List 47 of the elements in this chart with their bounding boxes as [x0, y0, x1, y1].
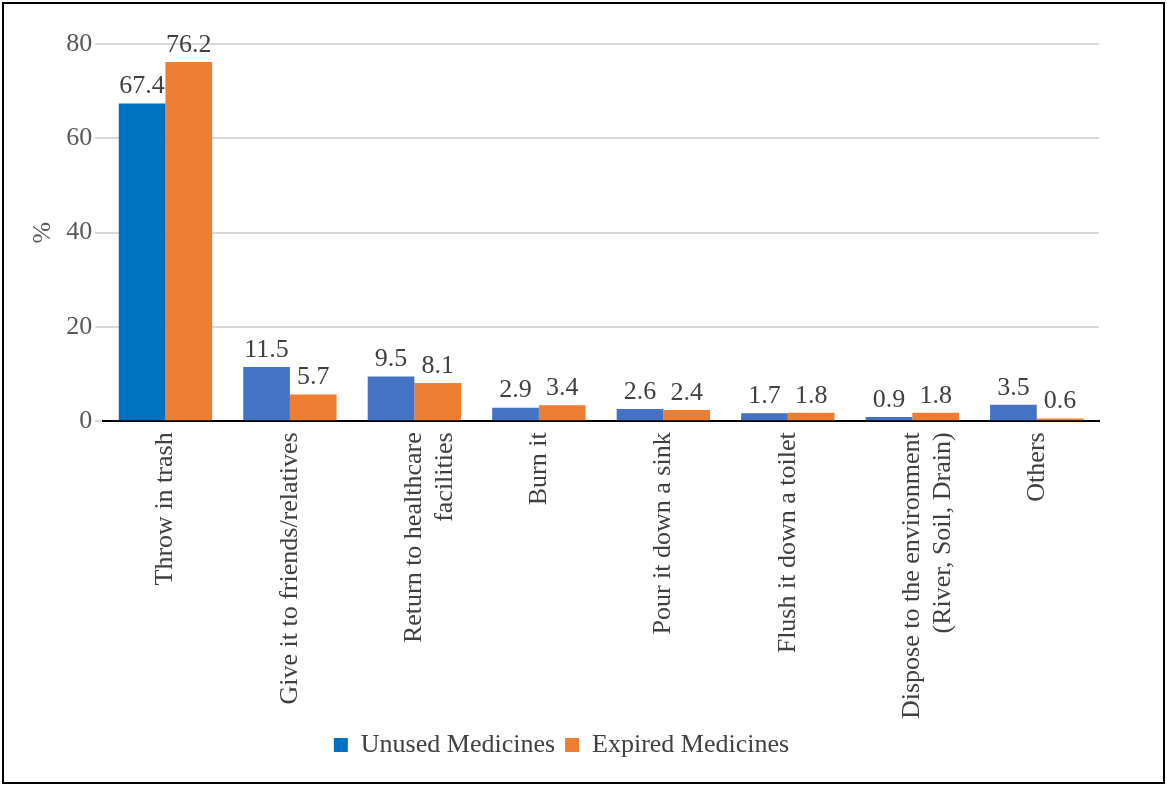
- y-tick-label: 20: [66, 310, 93, 340]
- y-axis-title: %: [27, 221, 57, 244]
- y-tick-label: 60: [66, 122, 93, 152]
- bar: [990, 404, 1037, 421]
- bar: [787, 412, 835, 421]
- data-label: 5.7: [297, 361, 330, 391]
- bar: [865, 417, 913, 421]
- data-label: 0.6: [1043, 385, 1077, 415]
- bar: [118, 103, 166, 421]
- bar: [663, 410, 711, 421]
- data-label: 2.9: [499, 374, 532, 404]
- y-tick-label: 0: [79, 405, 93, 435]
- x-tick-label: Dispose to the environment (River, Soil, Drain): [896, 431, 957, 720]
- y-tick-label: 80: [66, 27, 93, 57]
- data-label: 67.4: [119, 70, 165, 100]
- data-label: 11.5: [244, 333, 289, 363]
- data-label: 0.9: [872, 383, 906, 413]
- legend-label: Unused Medicines: [360, 728, 556, 758]
- data-label: 76.2: [166, 28, 212, 58]
- bar: [367, 376, 415, 421]
- data-label: 1.8: [794, 379, 828, 409]
- x-tick-label: Pour it down a sink: [647, 432, 677, 635]
- x-tick-label: Flush it down a toilet: [771, 431, 801, 654]
- data-label: 1.8: [919, 379, 952, 409]
- data-label: 9.5: [374, 343, 408, 373]
- x-tick-label: Give it to friends/relatives: [273, 432, 303, 705]
- bar: [165, 61, 213, 421]
- bar: [414, 383, 462, 421]
- data-label: 3.5: [997, 371, 1030, 401]
- x-tick-label: Return to healthcare facilities: [398, 432, 459, 644]
- x-tick-label: Throw in trash: [149, 432, 179, 586]
- y-tick-label: 40: [66, 216, 93, 246]
- bar: [289, 394, 337, 421]
- data-label: 1.7: [748, 380, 781, 410]
- bar: [616, 409, 664, 421]
- x-tick-label: Others: [1020, 432, 1050, 502]
- data-label: 2.6: [623, 375, 657, 405]
- x-tick-label: Burn it: [522, 431, 552, 506]
- data-label: 2.4: [670, 376, 703, 406]
- data-label: 8.1: [421, 349, 454, 379]
- bar: [492, 407, 539, 421]
- bar: [741, 413, 788, 421]
- bar: [538, 405, 586, 421]
- data-label: 3.4: [545, 372, 579, 402]
- bar: [243, 367, 290, 421]
- bar: [912, 412, 959, 421]
- legend-label: Expired Medicines: [592, 728, 790, 758]
